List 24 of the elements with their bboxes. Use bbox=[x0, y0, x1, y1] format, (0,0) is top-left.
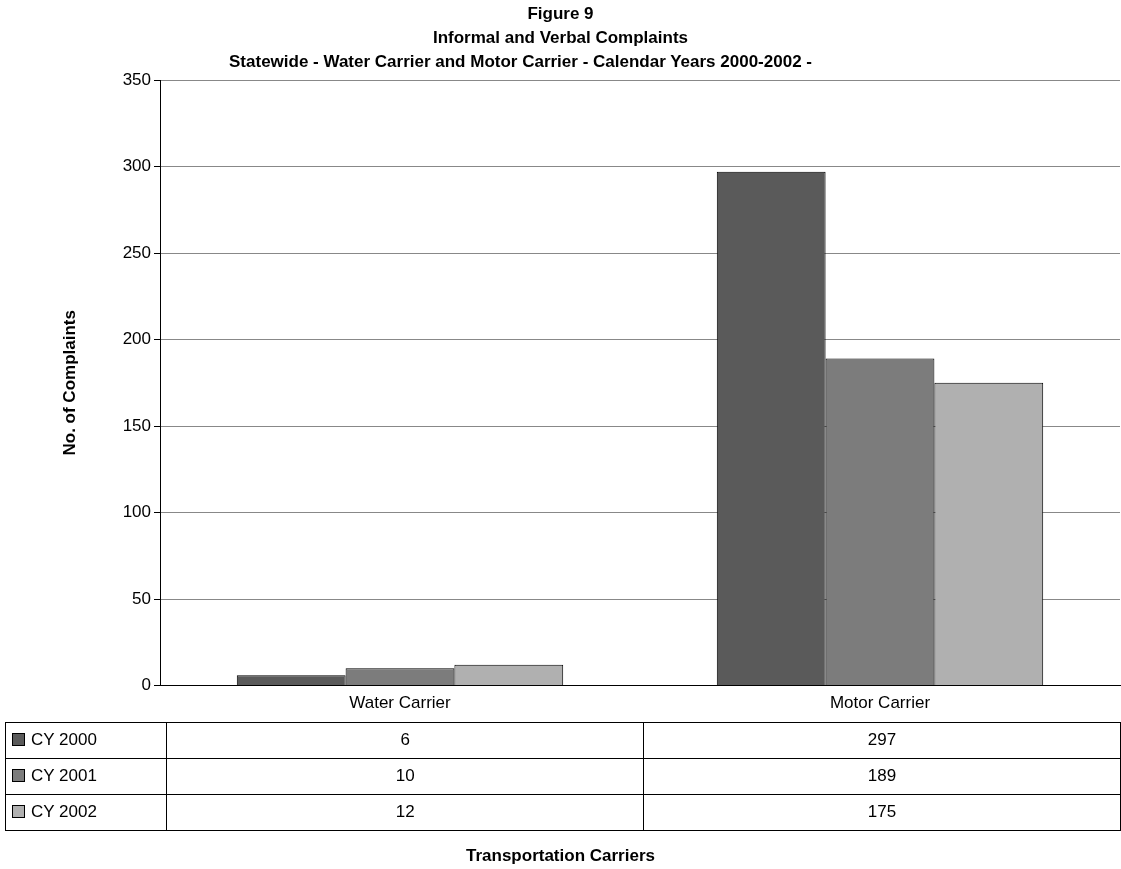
data-label: 175 bbox=[643, 794, 1121, 831]
y-tick-label: 150 bbox=[122, 415, 151, 435]
y-tick-label: 0 bbox=[141, 675, 151, 695]
text: Transportation Carriers bbox=[465, 846, 656, 866]
y-tick-label: 50 bbox=[132, 588, 151, 608]
x-tick-label: Water Carrier bbox=[349, 693, 452, 713]
text: Statewide - Water Carrier and Motor Carrier - Calendar Years 2000-2002 - bbox=[229, 52, 812, 71]
data-label: 297 bbox=[643, 722, 1121, 759]
data-label: 189 bbox=[643, 758, 1121, 795]
y-tick-label: 100 bbox=[122, 502, 151, 522]
legend-label: CY 2002 bbox=[5, 794, 167, 831]
chart-subtitle: Informal and Verbal Complaints bbox=[431, 28, 690, 48]
chart-title: Figure 9 bbox=[526, 4, 595, 24]
y-axis-title: No. of Complaints bbox=[59, 310, 79, 456]
data-label: 10 bbox=[166, 758, 644, 795]
legend-label: CY 2001 bbox=[5, 758, 167, 795]
legend-label: CY 2000 bbox=[5, 722, 167, 759]
y-tick-label: 200 bbox=[122, 329, 151, 349]
x-tick-label: Motor Carrier bbox=[829, 693, 931, 713]
y-tick-label: 250 bbox=[122, 242, 151, 262]
data-label: 12 bbox=[166, 794, 644, 831]
y-tick-label: 300 bbox=[122, 156, 151, 176]
data-label: 6 bbox=[166, 722, 644, 759]
y-tick-label: 350 bbox=[122, 69, 151, 89]
